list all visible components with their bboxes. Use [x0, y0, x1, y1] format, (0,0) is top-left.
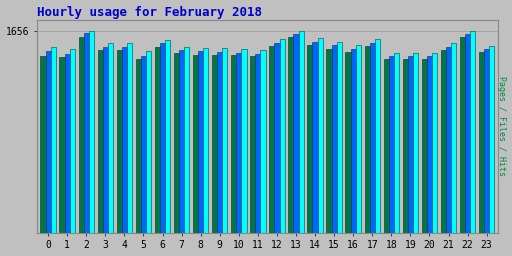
Bar	[307, 45, 312, 233]
Bar	[236, 52, 241, 233]
Bar	[288, 37, 293, 233]
Bar	[274, 43, 280, 233]
Bar	[136, 59, 141, 233]
Bar	[250, 57, 255, 233]
Bar	[413, 53, 418, 233]
Bar	[298, 31, 304, 233]
Bar	[402, 59, 408, 233]
Bar	[337, 42, 342, 233]
Bar	[51, 47, 56, 233]
Bar	[327, 49, 332, 233]
Bar	[465, 34, 470, 233]
Bar	[184, 47, 189, 233]
Bar	[422, 59, 427, 233]
Bar	[255, 54, 261, 233]
Bar	[332, 45, 337, 233]
Bar	[70, 49, 75, 233]
Bar	[484, 49, 489, 233]
Bar	[375, 39, 380, 233]
Bar	[432, 52, 437, 233]
Bar	[293, 34, 298, 233]
Bar	[269, 46, 274, 233]
Bar	[489, 46, 495, 233]
Bar	[451, 43, 456, 233]
Bar	[117, 50, 122, 233]
Bar	[59, 57, 65, 233]
Bar	[98, 50, 103, 233]
Bar	[370, 43, 375, 233]
Bar	[65, 54, 70, 233]
Bar	[141, 56, 146, 233]
Bar	[78, 37, 83, 233]
Bar	[212, 55, 217, 233]
Bar	[165, 40, 170, 233]
Bar	[155, 47, 160, 233]
Bar	[312, 42, 317, 233]
Bar	[460, 37, 465, 233]
Bar	[241, 49, 246, 233]
Bar	[89, 31, 94, 233]
Text: Hourly usage for February 2018: Hourly usage for February 2018	[37, 6, 262, 18]
Bar	[394, 52, 399, 233]
Bar	[351, 49, 356, 233]
Bar	[217, 52, 222, 233]
Bar	[108, 43, 113, 233]
Bar	[122, 47, 127, 233]
Bar	[389, 56, 394, 233]
Bar	[103, 47, 108, 233]
Bar	[83, 33, 89, 233]
Bar	[261, 50, 266, 233]
Bar	[280, 39, 285, 233]
Bar	[198, 51, 203, 233]
Bar	[446, 47, 451, 233]
Bar	[127, 43, 132, 233]
Bar	[383, 59, 389, 233]
Bar	[346, 52, 351, 233]
Bar	[231, 55, 236, 233]
Bar	[365, 46, 370, 233]
Bar	[179, 50, 184, 233]
Bar	[146, 51, 151, 233]
Bar	[46, 51, 51, 233]
Bar	[174, 53, 179, 233]
Bar	[427, 56, 432, 233]
Bar	[40, 56, 46, 233]
Bar	[317, 38, 323, 233]
Bar	[408, 56, 413, 233]
Bar	[160, 44, 165, 233]
Bar	[356, 45, 361, 233]
Bar	[203, 48, 208, 233]
Bar	[193, 55, 198, 233]
Y-axis label: Pages / Files / Hits: Pages / Files / Hits	[498, 76, 506, 176]
Bar	[441, 50, 446, 233]
Bar	[479, 52, 484, 233]
Bar	[470, 31, 475, 233]
Bar	[222, 48, 227, 233]
